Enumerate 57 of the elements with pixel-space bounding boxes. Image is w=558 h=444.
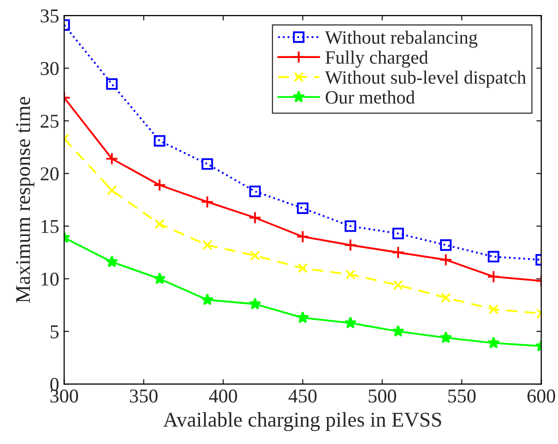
legend-label: Without sub-level dispatch	[324, 70, 526, 88]
point	[105, 152, 118, 166]
point	[154, 218, 165, 230]
y-tick-label: 30	[40, 62, 59, 76]
point	[202, 158, 214, 170]
point	[392, 228, 404, 240]
point	[250, 250, 260, 261]
point	[488, 304, 499, 314]
x-tick-label: 600	[528, 389, 556, 403]
y-tick-label: 15	[42, 220, 59, 234]
point	[153, 272, 166, 284]
point	[345, 269, 356, 280]
point	[154, 135, 166, 147]
point	[248, 211, 262, 224]
legend-label: Fully charged	[326, 50, 428, 68]
point	[298, 263, 308, 274]
point	[106, 185, 117, 196]
point	[344, 238, 357, 252]
y-axis-title: Maximum response time	[16, 96, 34, 303]
y-tick-label: 20	[40, 167, 59, 180]
point	[440, 292, 451, 303]
point	[248, 298, 262, 310]
point	[201, 293, 214, 306]
x-tick-label: 500	[368, 389, 396, 403]
point	[296, 230, 310, 244]
point	[200, 195, 214, 208]
x-tick-label: 550	[448, 389, 476, 403]
point	[106, 78, 118, 90]
point	[440, 239, 452, 251]
point	[106, 255, 118, 268]
point	[487, 270, 500, 284]
x-tick-label: 400	[208, 389, 238, 403]
y-tick-label: 35	[40, 9, 59, 22]
point	[153, 178, 166, 192]
point	[487, 336, 500, 348]
y-tick-label: 5	[50, 325, 59, 338]
x-tick-label: 350	[130, 389, 158, 403]
point	[296, 311, 309, 324]
y-tick-label: 25	[40, 114, 59, 128]
point	[344, 316, 357, 328]
x-tick-label: 450	[288, 389, 317, 403]
legend-label: Without rebalancing	[324, 30, 478, 48]
point	[440, 331, 452, 344]
point	[344, 220, 356, 232]
point	[393, 280, 404, 290]
point	[202, 240, 212, 250]
point	[392, 324, 404, 337]
y-tick-label: 10	[42, 272, 59, 286]
point	[439, 253, 452, 266]
legend-label: Our method	[326, 90, 415, 104]
x-axis-title: Available charging piles in EVSS	[163, 412, 442, 432]
point	[296, 202, 308, 214]
x-tick-label: 300	[50, 389, 78, 403]
point	[392, 246, 405, 259]
y-tick-label: 0	[50, 378, 59, 391]
point	[488, 250, 500, 262]
point	[249, 186, 261, 198]
